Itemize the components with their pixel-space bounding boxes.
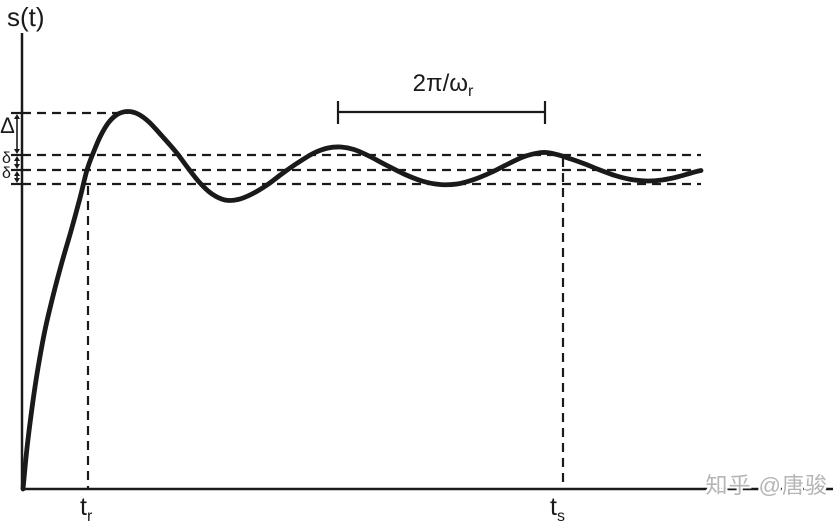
- arrow-head-down: [14, 164, 20, 169]
- rise-time-sub: r: [86, 508, 93, 525]
- response-curve: [20, 109, 704, 492]
- y-axis-label: s(t): [7, 2, 45, 32]
- arrow-head-up: [14, 156, 20, 161]
- rise-time-main: t: [80, 493, 87, 521]
- period-label-main: 2π/ω: [412, 70, 468, 97]
- rise-time-label: tr: [80, 495, 92, 525]
- arrow-head-down: [14, 149, 20, 154]
- delta-lower-label: δ: [2, 165, 11, 182]
- settling-time-main: t: [550, 493, 557, 521]
- arrow-head-down: [14, 178, 20, 183]
- arrow-head-up: [14, 171, 20, 176]
- period-label: 2π/ωr: [413, 72, 474, 100]
- settling-time-sub: s: [556, 508, 565, 525]
- period-label-sub: r: [467, 83, 474, 100]
- delta-upper-label: δ: [2, 150, 11, 167]
- arrow-head-up: [14, 114, 20, 119]
- watermark: 知乎 @唐骏: [705, 473, 828, 498]
- overshoot-label: Δ: [0, 113, 15, 138]
- settling-time-label: ts: [550, 495, 565, 525]
